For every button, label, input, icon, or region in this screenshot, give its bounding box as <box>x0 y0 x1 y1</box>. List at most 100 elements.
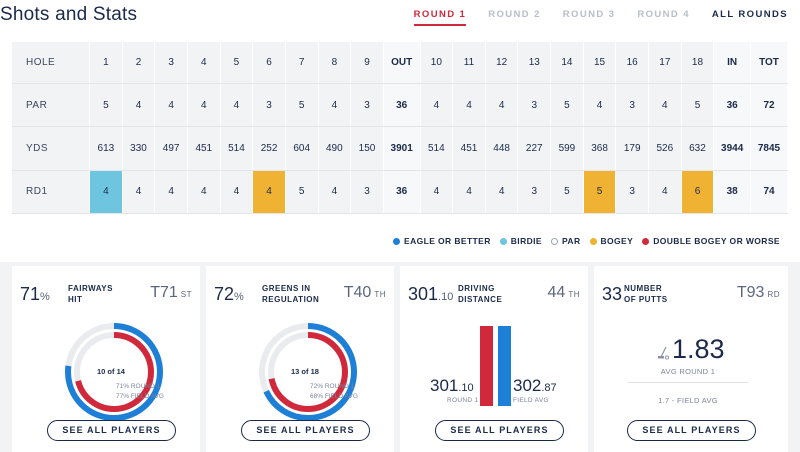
putts-see-all-button[interactable]: SEE ALL PLAYERS <box>627 420 756 441</box>
scorecard-table: HOLE 1 2 3 4 5 6 7 8 9 OUT 10 11 12 13 14 15 16 17 18 IN TOT P… <box>12 42 788 215</box>
legend-dot-icon <box>550 237 558 245</box>
tab-round-4[interactable]: ROUND 4 <box>637 9 690 20</box>
fairways-rank: T71 ST <box>150 284 192 301</box>
driving-round-caption: ROUND 1 <box>447 397 479 404</box>
round-arc <box>74 332 154 412</box>
score-cell: 18 <box>681 42 715 85</box>
score-cell: 451 <box>452 126 486 171</box>
scorecard: HOLE 1 2 3 4 5 6 7 8 9 OUT 10 11 12 13 14 15 16 17 18 IN TOT P… <box>12 42 788 215</box>
greens-captions: 72% ROUND 1 68% FIELD AVG <box>310 383 358 400</box>
score-cell: 5 <box>89 83 123 128</box>
score-cell: 368 <box>583 126 617 171</box>
score-cell: 17 <box>648 42 682 85</box>
score-cell: 330 <box>122 126 156 171</box>
score-cell: 12 <box>485 42 519 85</box>
driving-round-value: 301.10 <box>430 376 474 395</box>
score-cell: 4 <box>122 83 156 128</box>
putts-panel: 33 NUMBER OF PUTTS T93 RD 1.83 AVG ROUND 1… <box>594 266 788 452</box>
yds-row: YDS 613 330 497 451 514 252 604 490 150 3901 514 451… <box>12 126 788 171</box>
putts-average-caption: AVG ROUND 1 <box>660 367 716 376</box>
score-cell: 3 <box>350 170 384 215</box>
putts-rank: T93 RD <box>736 284 780 301</box>
round-arc <box>268 332 348 412</box>
driving-rank: 44 TH <box>547 284 580 301</box>
score-cell: 36 <box>383 83 421 128</box>
legend-dot-icon <box>393 237 400 245</box>
score-cell: 3901 <box>383 126 421 171</box>
driving-field-caption: FIELD AVG <box>513 397 549 404</box>
score-cell: 514 <box>220 126 254 171</box>
tab-round-1[interactable]: ROUND 1 <box>413 9 467 26</box>
score-cell: 13 <box>517 42 552 85</box>
header: Shots and Stats ROUND 1 ROUND 2 ROUND 3 … <box>0 0 800 42</box>
score-cell: 604 <box>285 126 319 171</box>
score-cell: 3 <box>615 170 650 215</box>
score-cell: 9 <box>350 42 384 85</box>
driving-see-all-button[interactable]: SEE ALL PLAYERS <box>435 420 564 441</box>
score-cell: 599 <box>550 126 584 171</box>
legend-dot-icon <box>642 237 650 245</box>
score-cell: 36 <box>713 83 752 128</box>
score-cell: 11 <box>452 42 486 85</box>
score-cell: 252 <box>252 126 286 171</box>
score-cell: 8 <box>318 42 352 85</box>
putts-average: 1.83 <box>672 334 725 364</box>
score-cell: 497 <box>154 126 188 171</box>
score-cell: 4 <box>648 170 682 215</box>
greens-ring-text: 13 of 18 <box>291 367 319 376</box>
score-cell: 4 <box>187 83 221 128</box>
legend-dot-icon <box>589 237 597 245</box>
page-title: Shots and Stats <box>0 4 138 25</box>
driving-field-bar <box>498 326 511 406</box>
score-cell: 227 <box>517 126 552 171</box>
score-cell: 4 <box>89 170 123 215</box>
score-cell: 632 <box>681 126 715 171</box>
score-cell: 4 <box>485 83 519 128</box>
score-cell: 4 <box>318 170 352 215</box>
score-cell: 5 <box>681 83 715 128</box>
fairways-panel: 71% FAIRWAYS HIT T71 ST 10 of 14 71% ROUND… <box>12 266 200 452</box>
par-row-label: PAR <box>12 83 91 128</box>
score-cell: 3 <box>252 83 286 128</box>
putter-icon <box>658 346 670 360</box>
score-cell: 16 <box>615 42 650 85</box>
tab-round-3[interactable]: ROUND 3 <box>562 9 616 20</box>
score-cell: 3 <box>154 42 188 85</box>
driving-field-value: 302.87 <box>513 376 557 395</box>
score-cell: 38 <box>713 170 752 215</box>
field-avg-arc <box>65 323 163 421</box>
greens-see-all-button[interactable]: SEE ALL PLAYERS <box>241 420 370 441</box>
score-cell: 4 <box>252 170 286 215</box>
driving-round-bar <box>480 326 493 406</box>
score-cell: 6 <box>252 42 286 85</box>
greens-ring-chart <box>259 323 357 421</box>
score-cell: 1 <box>89 42 123 85</box>
legend-item: BIRDIE <box>499 236 542 246</box>
putts-field-caption: 1.7 - FIELD AVG <box>658 396 718 405</box>
field-avg-arc <box>259 323 357 421</box>
putts-value: 33 <box>602 284 623 304</box>
score-cell: 4 <box>154 83 188 128</box>
legend-label: BIRDIE <box>510 236 542 246</box>
tab-all-rounds[interactable]: ALL ROUNDS <box>711 9 788 20</box>
score-cell: 3 <box>517 83 552 128</box>
score-cell: 4 <box>318 83 352 128</box>
putts-label: NUMBER OF PUTTS <box>624 284 668 304</box>
score-cell: 7845 <box>750 126 788 171</box>
score-cell: 5 <box>550 170 584 215</box>
score-cell: 4 <box>187 42 221 85</box>
greens-rank: T40 TH <box>343 284 386 301</box>
driving-panel: 301.10 DRIVING DISTANCE 44 TH 301.10 ROUND… <box>400 266 588 452</box>
legend-label: BOGEY <box>600 236 634 246</box>
score-cell: 4 <box>122 170 156 215</box>
tab-round-2[interactable]: ROUND 2 <box>488 9 541 20</box>
greens-label: GREENS IN REGULATION <box>262 284 320 304</box>
score-cell: 3944 <box>713 126 752 171</box>
fairways-value: 71% <box>20 284 50 304</box>
score-cell: 448 <box>485 126 519 171</box>
score-cell: 4 <box>154 170 188 215</box>
score-cell: 74 <box>750 170 788 215</box>
score-cell: 179 <box>615 126 650 171</box>
score-cell: 526 <box>648 126 682 171</box>
fairways-see-all-button[interactable]: SEE ALL PLAYERS <box>47 420 176 441</box>
